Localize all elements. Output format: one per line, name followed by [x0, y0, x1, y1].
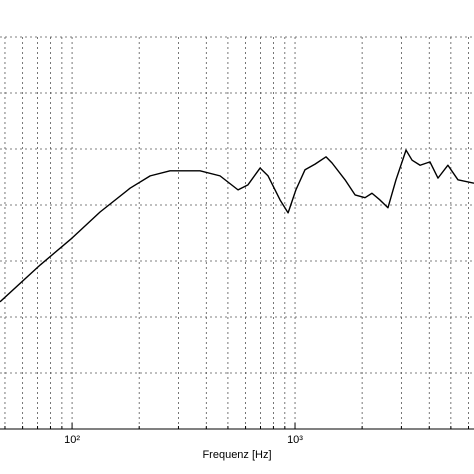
- response-curve: [0, 149, 474, 303]
- x-tick-label: 10²: [64, 434, 80, 446]
- x-tick-label: 10³: [287, 434, 303, 446]
- x-axis-label: Frequenz [Hz]: [202, 449, 271, 461]
